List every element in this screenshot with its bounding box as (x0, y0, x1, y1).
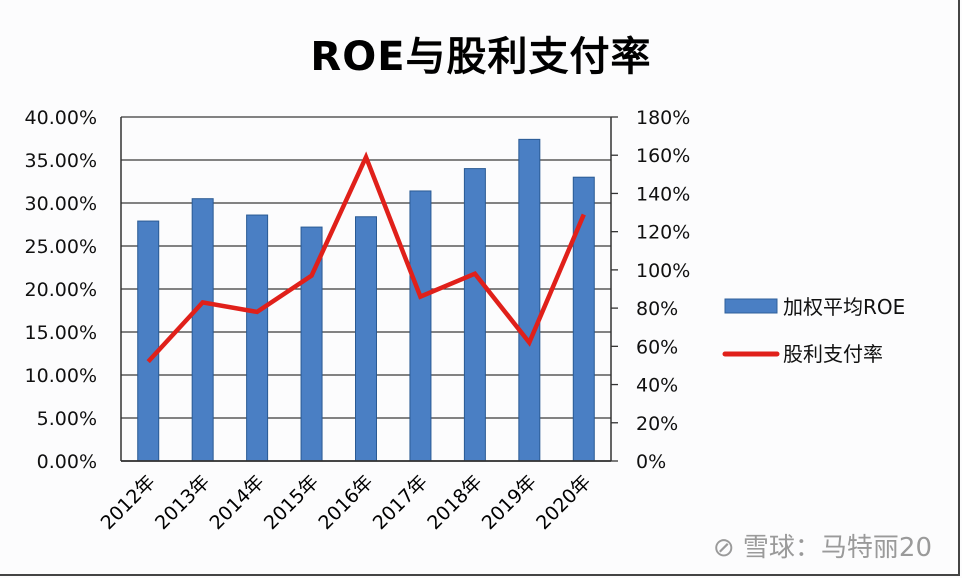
watermark-text: 雪球：马特丽20 (742, 533, 932, 563)
bar-2012年 (137, 220, 160, 462)
axes (120, 116, 618, 462)
right-tick-label: 140% (636, 183, 690, 205)
left-tick-label: 20.00% (25, 279, 97, 301)
left-tick-label: 35.00% (25, 150, 97, 172)
category-axis-labels: 2012年2013年2014年2015年2016年2017年2018年2019年… (97, 471, 596, 534)
legend-label-payout: 股利支付率 (783, 342, 883, 366)
left-tick-label: 5.00% (37, 408, 97, 430)
category-label: 2016年 (314, 471, 377, 534)
left-axis-labels: 0.00% 5.00% 10.00% 15.00% 20.00% 25.00% 30.00%… (25, 107, 97, 473)
legend-swatch-bar (724, 298, 778, 314)
bar-2014年 (246, 214, 269, 462)
right-tick-label: 120% (636, 222, 690, 244)
bar-2017年 (409, 190, 432, 462)
bar-2013年 (191, 198, 214, 462)
category-label: 2018年 (423, 471, 486, 534)
right-tick-label: 40% (636, 375, 678, 397)
bar-2019年 (518, 138, 541, 462)
category-label: 2014年 (205, 471, 268, 534)
legend-label-roe: 加权平均ROE (783, 295, 905, 319)
category-label: 2019年 (478, 471, 541, 534)
legend: 加权平均ROE 股利支付率 (722, 295, 905, 366)
right-tick-label: 20% (636, 413, 678, 435)
right-tick-label: 80% (636, 298, 678, 320)
bar-series-roe (137, 138, 595, 462)
left-tick-label: 40.00% (25, 107, 97, 129)
left-tick-label: 0.00% (37, 451, 97, 473)
right-tick-label: 160% (636, 145, 690, 167)
right-axis-labels: 0% 20% 40% 60% 80% 100% 120% 140% 160% 180% (636, 107, 690, 473)
payout-ratio-line (146, 151, 586, 364)
left-tick-label: 25.00% (25, 236, 97, 258)
left-tick-label: 30.00% (25, 193, 97, 215)
left-tick-label: 10.00% (25, 365, 97, 387)
bar-2018年 (463, 168, 486, 462)
category-label: 2020年 (532, 471, 595, 534)
line-series-payout (146, 151, 586, 364)
left-tick-label: 15.00% (25, 322, 97, 344)
right-tick-label: 100% (636, 260, 690, 282)
category-label: 2017年 (369, 471, 432, 534)
right-tick-label: 180% (636, 107, 690, 129)
right-tick-label: 0% (636, 451, 666, 473)
category-label: 2012年 (97, 471, 160, 534)
right-tick-label: 60% (636, 336, 678, 358)
category-label: 2013年 (151, 471, 214, 534)
snowball-logo-icon: ⊘ (712, 533, 735, 563)
category-label: 2015年 (260, 471, 323, 534)
chart-title: ROE与股利支付率 (310, 34, 652, 80)
bar-2016年 (355, 216, 377, 462)
watermark: ⊘ 雪球：马特丽20 (713, 527, 932, 564)
